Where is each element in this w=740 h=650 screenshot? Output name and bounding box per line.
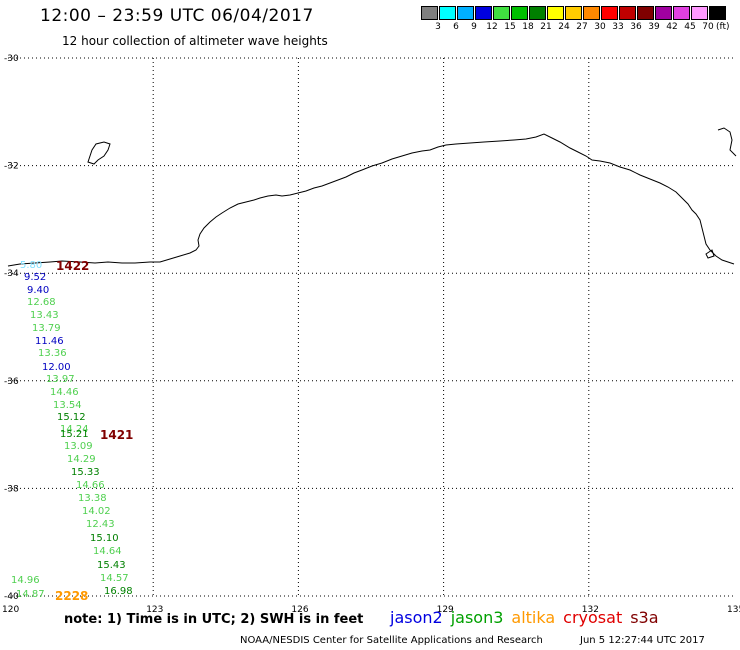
color-bin-label: 15 [504, 22, 516, 32]
swh-value: 14.87 [16, 589, 45, 600]
swh-value: 14.24 [60, 424, 89, 435]
swh-value: 12.43 [86, 519, 115, 530]
color-bin-label: 9 [471, 22, 477, 32]
generated-timestamp: Jun 5 12:27:44 UTC 2017 [580, 635, 705, 646]
swh-value: 14.46 [50, 387, 79, 398]
map-grid [8, 57, 734, 597]
satellite-legend: jason2 jason3 altika cryosat s3a [390, 608, 667, 627]
australia-south-coast [7, 133, 735, 267]
latitude-label: -34 [4, 269, 19, 279]
color-bin-0 [421, 6, 438, 20]
swh-value: 13.54 [53, 400, 82, 411]
color-bin-10 [601, 6, 618, 20]
latitude-label: -36 [4, 377, 19, 387]
swh-value: 13.09 [64, 441, 93, 452]
pass-time-label: 2228 [55, 589, 88, 603]
swh-value: 16.98 [104, 586, 133, 597]
swh-value: 13.38 [78, 493, 107, 504]
cape-jervis [705, 249, 715, 259]
swh-value: 15.33 [71, 467, 100, 478]
legend-altika: altika [511, 608, 556, 627]
latitude-label: -32 [4, 162, 19, 172]
axis-labels: -30 -32 -34 -36 -38 -40 120 123 126 129 132 135 [2, 54, 740, 615]
latitude-label: -40 [4, 592, 19, 602]
swh-value: 15.43 [97, 560, 126, 571]
page-subtitle: 12 hour collection of altimeter wave hei… [62, 34, 328, 48]
color-bin-label: 36 [630, 22, 642, 32]
swh-value: 12.00 [42, 362, 71, 373]
color-bin-label: 33 [612, 22, 624, 32]
yorke-peninsula [717, 127, 737, 157]
swh-value: 15.10 [90, 533, 119, 544]
swh-value: 14.57 [100, 573, 129, 584]
kangaroo-island [87, 141, 111, 165]
swh-value: 9.52 [24, 272, 46, 283]
longitude-label: 132 [582, 605, 599, 615]
color-bin-14 [673, 6, 690, 20]
color-bin-11 [619, 6, 636, 20]
legend-jason2: jason2 [390, 608, 443, 627]
longitude-label: 129 [437, 605, 454, 615]
swh-value: 14.64 [93, 546, 122, 557]
swh-value: 13.43 [30, 310, 59, 321]
color-bin-16 [709, 6, 726, 20]
pass-time-label: 1421 [100, 428, 133, 442]
legend-s3a: s3a [630, 608, 659, 627]
color-bin-label: 70 [702, 22, 714, 32]
color-bin-1 [439, 6, 456, 20]
color-bin-label: 3 [435, 22, 441, 32]
color-bin-label: 12 [486, 22, 498, 32]
legend-jason3: jason3 [450, 608, 504, 627]
swh-value: 15.12 [57, 412, 86, 423]
color-bin-label: 18 [522, 22, 534, 32]
credit-text: NOAA/NESDIS Center for Satellite Applica… [240, 635, 543, 646]
swh-value: 13.97 [46, 374, 75, 385]
color-bin-15 [691, 6, 708, 20]
pass-time-label: 1422 [56, 259, 89, 273]
pass-times: 1422 1421 2228 [55, 259, 133, 603]
swh-value: 14.29 [67, 454, 96, 465]
swh-value: 11.46 [35, 336, 64, 347]
color-bin-8 [565, 6, 582, 20]
color-bin-5 [511, 6, 528, 20]
swh-value: 12.68 [27, 297, 56, 308]
longitude-label: 120 [2, 605, 19, 615]
color-bin-3 [475, 6, 492, 20]
coastline [7, 127, 737, 267]
color-bin-9 [583, 6, 600, 20]
longitude-label: 135 [727, 605, 740, 615]
color-bin-label: 21 [540, 22, 552, 32]
page-title: 12:00 – 23:59 UTC 06/04/2017 [40, 6, 314, 26]
color-bin-label: 42 [666, 22, 678, 32]
color-bin-4 [493, 6, 510, 20]
longitude-label: 123 [146, 605, 163, 615]
swh-value: 14.66 [76, 480, 105, 491]
color-bin-label: 24 [558, 22, 570, 32]
swh-value: 5.80 [20, 260, 42, 271]
swh-value: 13.36 [38, 348, 67, 359]
color-bin-7 [547, 6, 564, 20]
color-bin-label: 39 [648, 22, 660, 32]
swh-value: 14.02 [82, 506, 111, 517]
latitude-label: -30 [4, 54, 19, 64]
color-bin-label: 30 [594, 22, 606, 32]
color-bin-label: 6 [453, 22, 459, 32]
color-bin-2 [457, 6, 474, 20]
color-bin-12 [637, 6, 654, 20]
color-bin-label: 27 [576, 22, 588, 32]
color-bin-label: 45 [684, 22, 696, 32]
swh-value: 14.96 [11, 575, 40, 586]
legend-cryosat: cryosat [563, 608, 623, 627]
latitude-label: -38 [4, 484, 19, 494]
color-bin-13 [655, 6, 672, 20]
color-scale-units: (ft) [716, 22, 730, 32]
swh-value: 15.21 [60, 429, 89, 440]
swh-value: 9.40 [27, 285, 49, 296]
note-text: note: 1) Time is in UTC; 2) SWH is in fe… [64, 612, 364, 627]
swh-value: 13.79 [32, 323, 61, 334]
longitude-label: 126 [291, 605, 308, 615]
color-bin-6 [529, 6, 546, 20]
